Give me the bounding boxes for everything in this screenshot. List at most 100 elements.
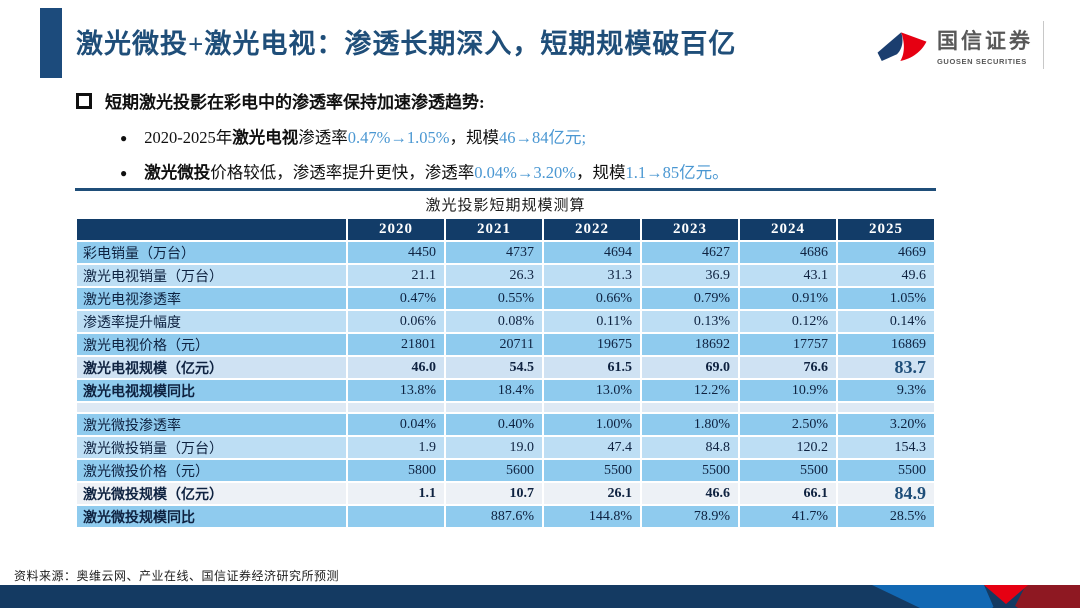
table-cell: 17757	[738, 332, 838, 357]
table-cell: 0.12%	[738, 309, 838, 334]
row-label: 彩电销量（万台）	[75, 240, 348, 265]
table-cell: 5600	[444, 458, 544, 483]
table-cell	[542, 401, 642, 414]
table-cell: 19675	[542, 332, 642, 357]
row-label: 激光微投规模同比	[75, 504, 348, 529]
table-cell: 54.5	[444, 355, 544, 380]
table-row: 激光电视价格（元） 21801 20711 19675 18692 17757 16869	[75, 332, 936, 357]
table-row: 彩电销量（万台） 4450 4737 4694 4627 4686 4669	[75, 240, 936, 265]
table-cell: 49.6	[836, 263, 936, 288]
bullet-text-segment: 46→84亿元;	[499, 128, 587, 147]
table-cell: 76.6	[738, 355, 838, 380]
table-top-rule	[75, 188, 936, 191]
table-cell: 0.66%	[542, 286, 642, 311]
brand-name-en: GUOSEN SECURITIES	[937, 56, 1027, 66]
table-cell: 47.4	[542, 435, 642, 460]
table-title: 激光投影短期规模测算	[425, 198, 586, 214]
table-cell	[640, 401, 740, 414]
table-cell: 0.04%	[346, 412, 446, 437]
table-cell: 5500	[542, 458, 642, 483]
bullet-text: 2020-2025年激光电视渗透率0.47%→1.05%，规模46→84亿元;	[144, 124, 586, 148]
bullet-list: ● 2020-2025年激光电视渗透率0.47%→1.05%，规模46→84亿元;…	[76, 124, 966, 183]
bullet-text-segment: ，规模	[449, 128, 500, 147]
table-cell: 5500	[738, 458, 838, 483]
table-cell: 21.1	[346, 263, 446, 288]
data-table: 2020 2021 2022 2023 2024 2025 彩电销量（万台） 4450 473…	[75, 217, 936, 529]
brand-name-cn: 国信证券	[937, 28, 1033, 53]
table-cell	[346, 504, 446, 529]
bullet-text-segment: 价格较低，渗透率提升更快，渗透率	[210, 163, 475, 182]
table-cell: 1.05%	[836, 286, 936, 311]
table-cell: 0.13%	[640, 309, 740, 334]
table-header-year: 2020	[346, 217, 446, 242]
table-cell: 4450	[346, 240, 446, 265]
table-cell: 5800	[346, 458, 446, 483]
table-spacer-row	[75, 401, 936, 414]
table-cell: 13.8%	[346, 378, 446, 403]
table-row: 激光电视渗透率 0.47% 0.55% 0.66% 0.79% 0.91% 1.05%	[75, 286, 936, 311]
table-row: 激光微投渗透率 0.04% 0.40% 1.00% 1.80% 2.50% 3.20%	[75, 412, 936, 437]
table-cell: 78.9%	[640, 504, 740, 529]
row-label: 激光微投价格（元）	[75, 458, 348, 483]
table-cell: 31.3	[542, 263, 642, 288]
logo-divider	[1043, 21, 1044, 69]
bullet-heading-text: 短期激光投影在彩电中的渗透率保持加速渗透趋势:	[105, 93, 485, 112]
bullet-text-segment: 渗透率	[298, 128, 348, 147]
row-label: 激光电视价格（元）	[75, 332, 348, 357]
table-cell: 0.91%	[738, 286, 838, 311]
bullet-text-segment: ，规模	[576, 163, 626, 182]
table-cell: 46.0	[346, 355, 446, 380]
row-label	[75, 401, 348, 414]
circle-bullet-icon: ●	[120, 131, 128, 145]
table-cell: 4694	[542, 240, 642, 265]
table-cell: 66.1	[738, 481, 838, 506]
table-cell: 69.0	[640, 355, 740, 380]
table-header-year: 2024	[738, 217, 838, 242]
table-row: 激光电视规模同比 13.8% 18.4% 13.0% 12.2% 10.9% 9.3%	[75, 378, 936, 403]
table-cell: 9.3%	[836, 378, 936, 403]
page-title: 激光微投+激光电视：渗透长期深入，短期规模破百亿	[76, 29, 737, 59]
table-cell: 13.0%	[542, 378, 642, 403]
source-note: 资料来源：奥维云网、产业在线、国信证券经济研究所预测	[14, 569, 340, 583]
bullet-text-segment: 2020-2025年	[144, 128, 233, 147]
bullet-item: ● 激光微投价格较低，渗透率提升更快，渗透率0.04%→3.20%，规模1.1→8…	[120, 159, 966, 183]
table-cell	[738, 401, 838, 414]
table-cell: 84.8	[640, 435, 740, 460]
table-cell: 1.00%	[542, 412, 642, 437]
table-cell: 0.08%	[444, 309, 544, 334]
table-row: 激光微投规模（亿元） 1.1 10.7 26.1 46.6 66.1 84.9	[75, 481, 936, 506]
table-cell: 36.9	[640, 263, 740, 288]
table-cell: 0.06%	[346, 309, 446, 334]
table-cell	[444, 401, 544, 414]
table-cell: 4627	[640, 240, 740, 265]
table-cell: 10.9%	[738, 378, 838, 403]
table-cell: 120.2	[738, 435, 838, 460]
table-cell: 41.7%	[738, 504, 838, 529]
table-row: 激光电视销量（万台） 21.1 26.3 31.3 36.9 43.1 49.6	[75, 263, 936, 288]
row-label: 激光电视规模同比	[75, 378, 348, 403]
table-cell: 4669	[836, 240, 936, 265]
table-cell: 4737	[444, 240, 544, 265]
table-cell: 83.7	[836, 355, 936, 380]
bullet-text-segment: 0.47%→1.05%	[347, 128, 450, 147]
table-cell: 144.8%	[542, 504, 642, 529]
table-cell: 0.79%	[640, 286, 740, 311]
title-accent-bar	[40, 8, 62, 78]
table-cell: 4686	[738, 240, 838, 265]
table-cell: 26.3	[444, 263, 544, 288]
table-row: 激光微投销量（万台） 1.9 19.0 47.4 84.8 120.2 154.3	[75, 435, 936, 460]
table-cell: 84.9	[836, 481, 936, 506]
row-label: 激光电视销量（万台）	[75, 263, 348, 288]
row-label: 激光电视渗透率	[75, 286, 348, 311]
bullet-text-segment: 0.04%→3.20%	[474, 163, 576, 182]
guosen-logo-icon	[877, 32, 927, 62]
bullet-text-segment: 1.1→85亿元。	[625, 163, 729, 182]
table-cell: 61.5	[542, 355, 642, 380]
table-cell: 28.5%	[836, 504, 936, 529]
brand-text: 国信证券 GUOSEN SECURITIES	[937, 25, 1033, 66]
square-bullet-icon	[76, 92, 92, 109]
bullet-text-segment: 激光微投	[144, 163, 211, 182]
bottom-decor-bar	[0, 585, 1080, 608]
brand-logo: 国信证券 GUOSEN SECURITIES	[875, 18, 1044, 72]
